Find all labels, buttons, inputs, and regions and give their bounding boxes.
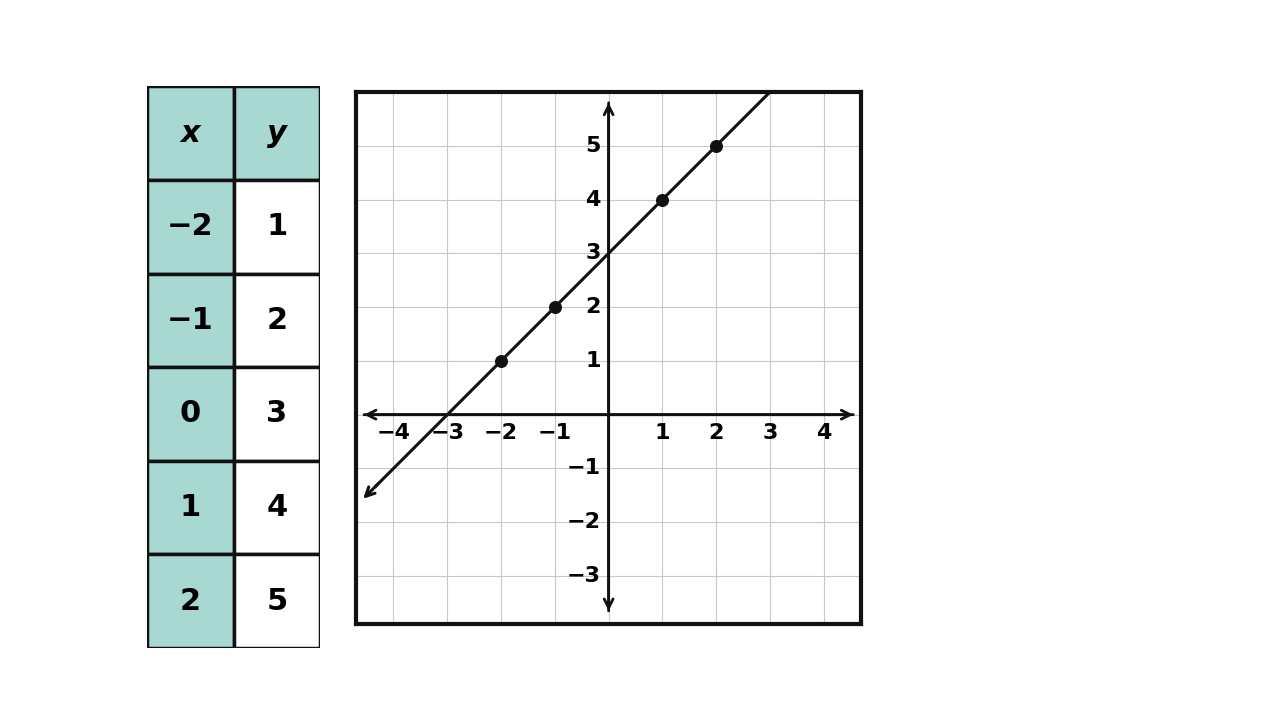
- Text: 2: 2: [179, 587, 201, 616]
- Text: 3: 3: [266, 400, 288, 428]
- Bar: [234, 367, 320, 461]
- Text: −3: −3: [567, 566, 600, 586]
- Text: 2: 2: [709, 423, 724, 443]
- Text: −1: −1: [538, 423, 572, 443]
- Text: 0: 0: [179, 400, 201, 428]
- Bar: [234, 461, 320, 554]
- Text: 3: 3: [763, 423, 778, 443]
- Text: −4: −4: [376, 423, 411, 443]
- Text: 4: 4: [585, 189, 600, 210]
- Text: −2: −2: [567, 512, 600, 532]
- Text: x: x: [180, 119, 200, 148]
- Point: [707, 140, 727, 151]
- Text: 5: 5: [585, 136, 600, 156]
- Text: 2: 2: [266, 306, 288, 335]
- Text: −3: −3: [430, 423, 465, 443]
- Text: −1: −1: [166, 306, 214, 335]
- Text: 5: 5: [266, 587, 288, 616]
- Text: 1: 1: [654, 423, 671, 443]
- Bar: [234, 86, 320, 180]
- Point: [490, 355, 511, 366]
- Text: −1: −1: [567, 459, 600, 479]
- Bar: [147, 461, 234, 554]
- Text: 2: 2: [585, 297, 600, 317]
- Text: 1: 1: [179, 493, 201, 522]
- Bar: [147, 367, 234, 461]
- Text: −2: −2: [168, 212, 214, 241]
- Text: 4: 4: [817, 423, 832, 443]
- Point: [544, 302, 564, 313]
- Text: 1: 1: [266, 212, 288, 241]
- Bar: [234, 554, 320, 648]
- Bar: [147, 554, 234, 648]
- Text: 4: 4: [266, 493, 288, 522]
- Bar: [234, 180, 320, 274]
- Text: −2: −2: [484, 423, 518, 443]
- Bar: [234, 274, 320, 367]
- Text: 3: 3: [585, 243, 600, 264]
- Bar: [147, 180, 234, 274]
- Text: y: y: [266, 119, 287, 148]
- Point: [653, 194, 673, 205]
- Bar: [147, 86, 234, 180]
- Bar: [147, 274, 234, 367]
- Text: 1: 1: [585, 351, 600, 371]
